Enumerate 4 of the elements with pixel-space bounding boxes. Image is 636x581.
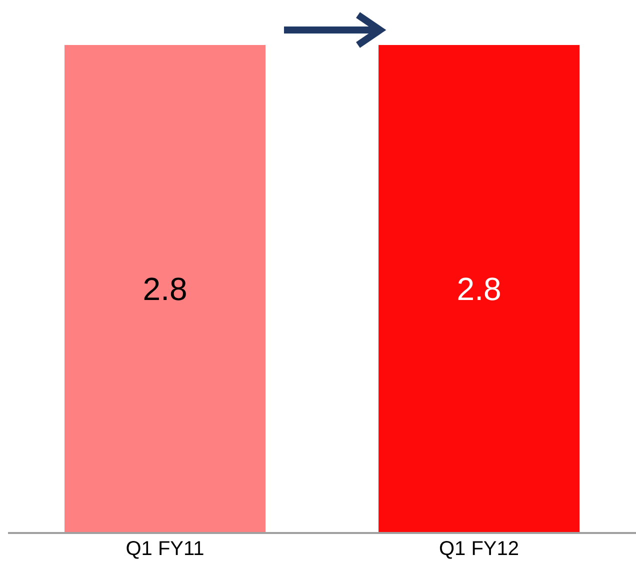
- x-tick-label: Q1 FY11: [126, 538, 204, 560]
- x-tick-label: Q1 FY12: [438, 538, 520, 560]
- data-label: 2.8: [456, 271, 502, 307]
- data-label: 2.8: [142, 271, 188, 307]
